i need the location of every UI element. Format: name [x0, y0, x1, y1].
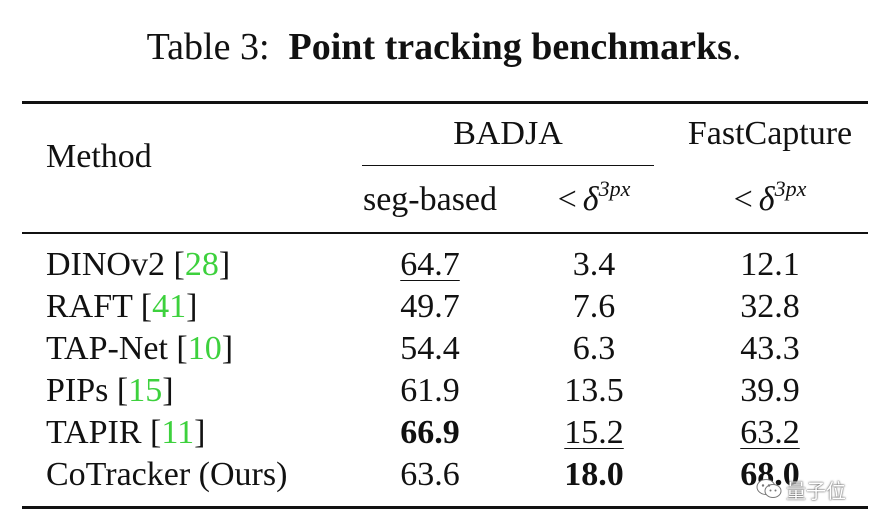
- table-row: RAFT [41] 49.7 7.6 32.8: [0, 286, 888, 328]
- delta-symbol: δ: [582, 181, 599, 218]
- top-rule: [22, 101, 868, 104]
- column-header-seg-based: seg-based: [362, 181, 498, 218]
- badja-group-rule: [362, 165, 654, 166]
- caption-label: Table 3:: [146, 26, 270, 68]
- delta-symbol: δ: [758, 181, 775, 218]
- citation-link[interactable]: 11: [161, 414, 195, 451]
- delta-lt: <: [557, 181, 577, 218]
- table-row: DINOv2 [28] 64.7 3.4 12.1: [0, 244, 888, 286]
- method-cell: RAFT [41]: [46, 288, 198, 325]
- method-name: TAP-Net: [46, 330, 168, 367]
- wechat-icon: [756, 479, 782, 498]
- method-name: PIPs: [46, 372, 109, 409]
- method-cell: CoTracker (Ours): [46, 454, 287, 496]
- citation-link[interactable]: 28: [184, 246, 219, 283]
- column-header-fastcapture-delta: < δ3px: [672, 178, 868, 220]
- column-group-fastcapture: FastCapture: [687, 115, 853, 152]
- caption-period: .: [731, 26, 742, 68]
- badja-delta-cell: 15.2: [564, 414, 624, 451]
- column-header-badja-delta: < δ3px: [520, 178, 668, 220]
- column-header-method: Method: [46, 138, 152, 175]
- method-cell: DINOv2 [28]: [46, 246, 231, 283]
- method-cell: PIPs [15]: [46, 372, 174, 409]
- table-row: TAPIR [11] 66.9 15.2 63.2: [0, 412, 888, 454]
- method-name: DINOv2: [46, 246, 165, 283]
- column-group-badja: BADJA: [453, 115, 563, 152]
- table-caption: Table 3: Point tracking benchmarks.: [0, 22, 888, 72]
- citation-link[interactable]: 10: [187, 330, 222, 367]
- method-name: CoTracker (Ours): [46, 456, 288, 493]
- badja-delta-cell: 7.6: [572, 288, 616, 325]
- method-name: TAPIR: [46, 414, 142, 451]
- caption-title: Point tracking benchmarks: [288, 26, 732, 68]
- delta-superscript: 3px: [598, 176, 631, 201]
- table-row: CoTracker (Ours) 63.6 18.0 68.0: [0, 454, 888, 496]
- delta-lt: <: [733, 181, 753, 218]
- fastcapture-delta-cell: 63.2: [740, 414, 800, 451]
- seg-based-cell: 49.7: [400, 288, 460, 325]
- watermark-text: 量子位: [786, 478, 846, 503]
- badja-delta-cell: 18.0: [564, 456, 624, 493]
- fastcapture-delta-cell: 39.9: [740, 372, 800, 409]
- citation-link[interactable]: 15: [128, 372, 163, 409]
- seg-based-cell: 66.9: [400, 414, 460, 451]
- header-rule: [22, 232, 868, 234]
- seg-based-cell: 63.6: [400, 456, 460, 493]
- watermark: 量子位: [756, 474, 846, 504]
- fastcapture-delta-cell: 32.8: [740, 288, 800, 325]
- table-row: TAP-Net [10] 54.4 6.3 43.3: [0, 328, 888, 370]
- seg-based-cell: 64.7: [400, 246, 460, 283]
- method-cell: TAPIR [11]: [46, 414, 206, 451]
- method-name: RAFT: [46, 288, 133, 325]
- citation-link[interactable]: 41: [152, 288, 187, 325]
- fastcapture-delta-cell: 12.1: [740, 246, 800, 283]
- badja-delta-cell: 13.5: [564, 372, 624, 409]
- method-cell: TAP-Net [10]: [46, 330, 234, 367]
- table-row: PIPs [15] 61.9 13.5 39.9: [0, 370, 888, 412]
- seg-based-cell: 54.4: [400, 330, 460, 367]
- seg-based-cell: 61.9: [400, 372, 460, 409]
- fastcapture-delta-cell: 43.3: [740, 330, 800, 367]
- badja-delta-cell: 3.4: [572, 246, 616, 283]
- table-body: DINOv2 [28] 64.7 3.4 12.1 RAFT [41] 49.7…: [0, 244, 888, 496]
- bottom-rule: [22, 506, 868, 509]
- badja-delta-cell: 6.3: [572, 330, 616, 367]
- delta-superscript: 3px: [774, 176, 807, 201]
